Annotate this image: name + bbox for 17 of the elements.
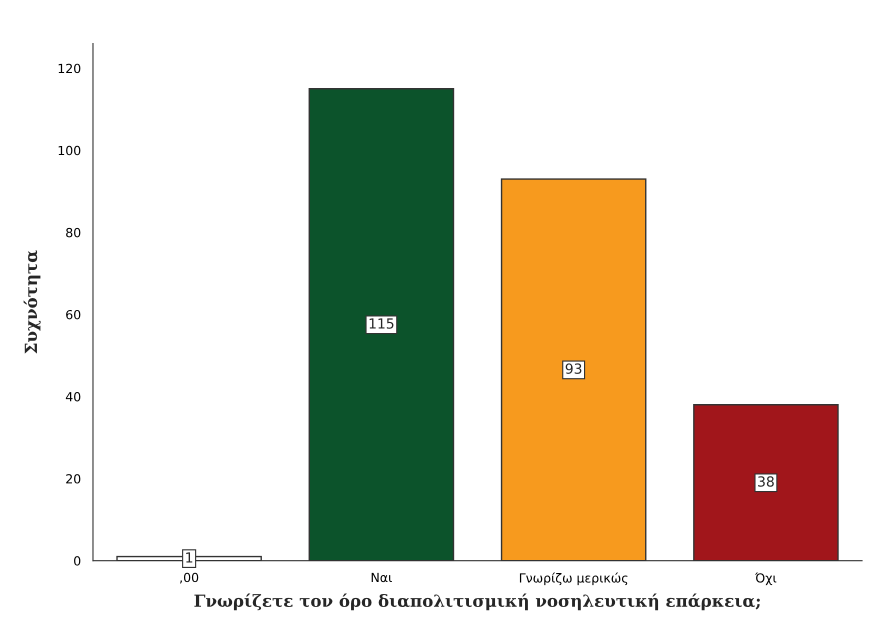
y-tick-label: 40 <box>66 392 80 402</box>
y-tick-label: 60 <box>66 310 80 320</box>
y-axis-title: Συχνότητα <box>24 250 41 354</box>
x-tick-label: Όχι <box>755 572 776 586</box>
data-label: 93 <box>566 363 582 374</box>
y-tick-label: 120 <box>58 64 80 74</box>
data-label: 115 <box>370 318 394 329</box>
y-tick-label: 0 <box>74 556 80 566</box>
data-label: 1 <box>186 552 192 562</box>
x-axis-title: Γνωρίζετε τον όρο διαπολιτισμική νοσηλευτική επάρκεια; <box>194 593 760 610</box>
y-tick-label: 20 <box>66 474 80 484</box>
y-tick-label: 100 <box>58 146 80 156</box>
data-label: 38 <box>758 476 774 487</box>
x-tick-label: Ναι <box>372 572 392 582</box>
x-tick-label: Γνωρίζω μερικώς <box>520 572 628 586</box>
x-tick-label: ,00 <box>180 572 198 584</box>
y-tick-label: 80 <box>66 228 80 238</box>
